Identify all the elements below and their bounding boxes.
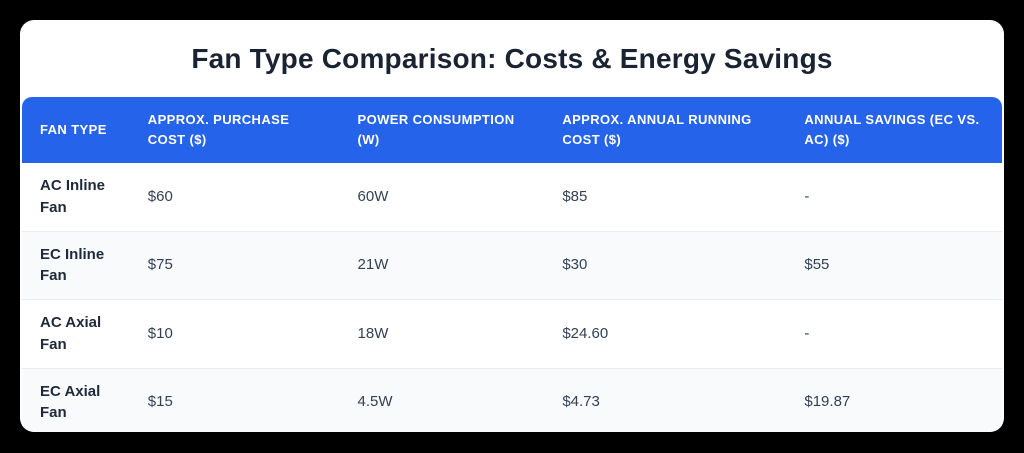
cell-power: 18W — [339, 299, 545, 368]
table-body: AC Inline Fan $60 60W $85 - EC Inline Fa… — [22, 163, 1002, 432]
column-header-purchase-cost: APPROX. PURCHASE COST ($) — [129, 97, 340, 163]
cell-fan-type: EC Axial Fan — [22, 367, 130, 432]
table-row: AC Axial Fan $10 18W $24.60 - — [22, 299, 1002, 368]
table-header-row: FAN TYPE APPROX. PURCHASE COST ($) POWER… — [22, 97, 1002, 163]
column-header-fan-type: FAN TYPE — [22, 97, 130, 163]
table-header: FAN TYPE APPROX. PURCHASE COST ($) POWER… — [22, 97, 1002, 163]
cell-savings: $19.87 — [786, 367, 1002, 432]
cell-power: 21W — [339, 230, 545, 299]
fan-comparison-table: FAN TYPE APPROX. PURCHASE COST ($) POWER… — [22, 97, 1002, 432]
table-row: EC Inline Fan $75 21W $30 $55 — [22, 230, 1002, 299]
cell-power: 60W — [339, 163, 545, 231]
cell-running-cost: $4.73 — [544, 367, 787, 432]
cell-running-cost: $24.60 — [544, 299, 787, 368]
cell-running-cost: $30 — [544, 230, 787, 299]
table-row: AC Inline Fan $60 60W $85 - — [22, 163, 1002, 231]
cell-purchase-cost: $10 — [129, 299, 340, 368]
cell-fan-type: AC Axial Fan — [22, 299, 130, 368]
column-header-savings: ANNUAL SAVINGS (EC VS. AC) ($) — [786, 97, 1002, 163]
cell-savings: - — [786, 299, 1002, 368]
page-title: Fan Type Comparison: Costs & Energy Savi… — [191, 42, 833, 74]
cell-purchase-cost: $75 — [129, 230, 340, 299]
cell-power: 4.5W — [339, 367, 545, 432]
cell-purchase-cost: $60 — [129, 163, 340, 231]
cell-fan-type: AC Inline Fan — [22, 163, 130, 231]
cell-savings: $55 — [786, 230, 1002, 299]
cell-running-cost: $85 — [544, 163, 787, 231]
cell-fan-type: EC Inline Fan — [22, 230, 130, 299]
title-bar: Fan Type Comparison: Costs & Energy Savi… — [20, 20, 1004, 97]
column-header-power: POWER CONSUMPTION (W) — [339, 97, 545, 163]
comparison-card: Fan Type Comparison: Costs & Energy Savi… — [20, 20, 1004, 432]
cell-savings: - — [786, 163, 1002, 231]
table-row: EC Axial Fan $15 4.5W $4.73 $19.87 — [22, 367, 1002, 432]
cell-purchase-cost: $15 — [129, 367, 340, 432]
column-header-running-cost: APPROX. ANNUAL RUNNING COST ($) — [544, 97, 787, 163]
